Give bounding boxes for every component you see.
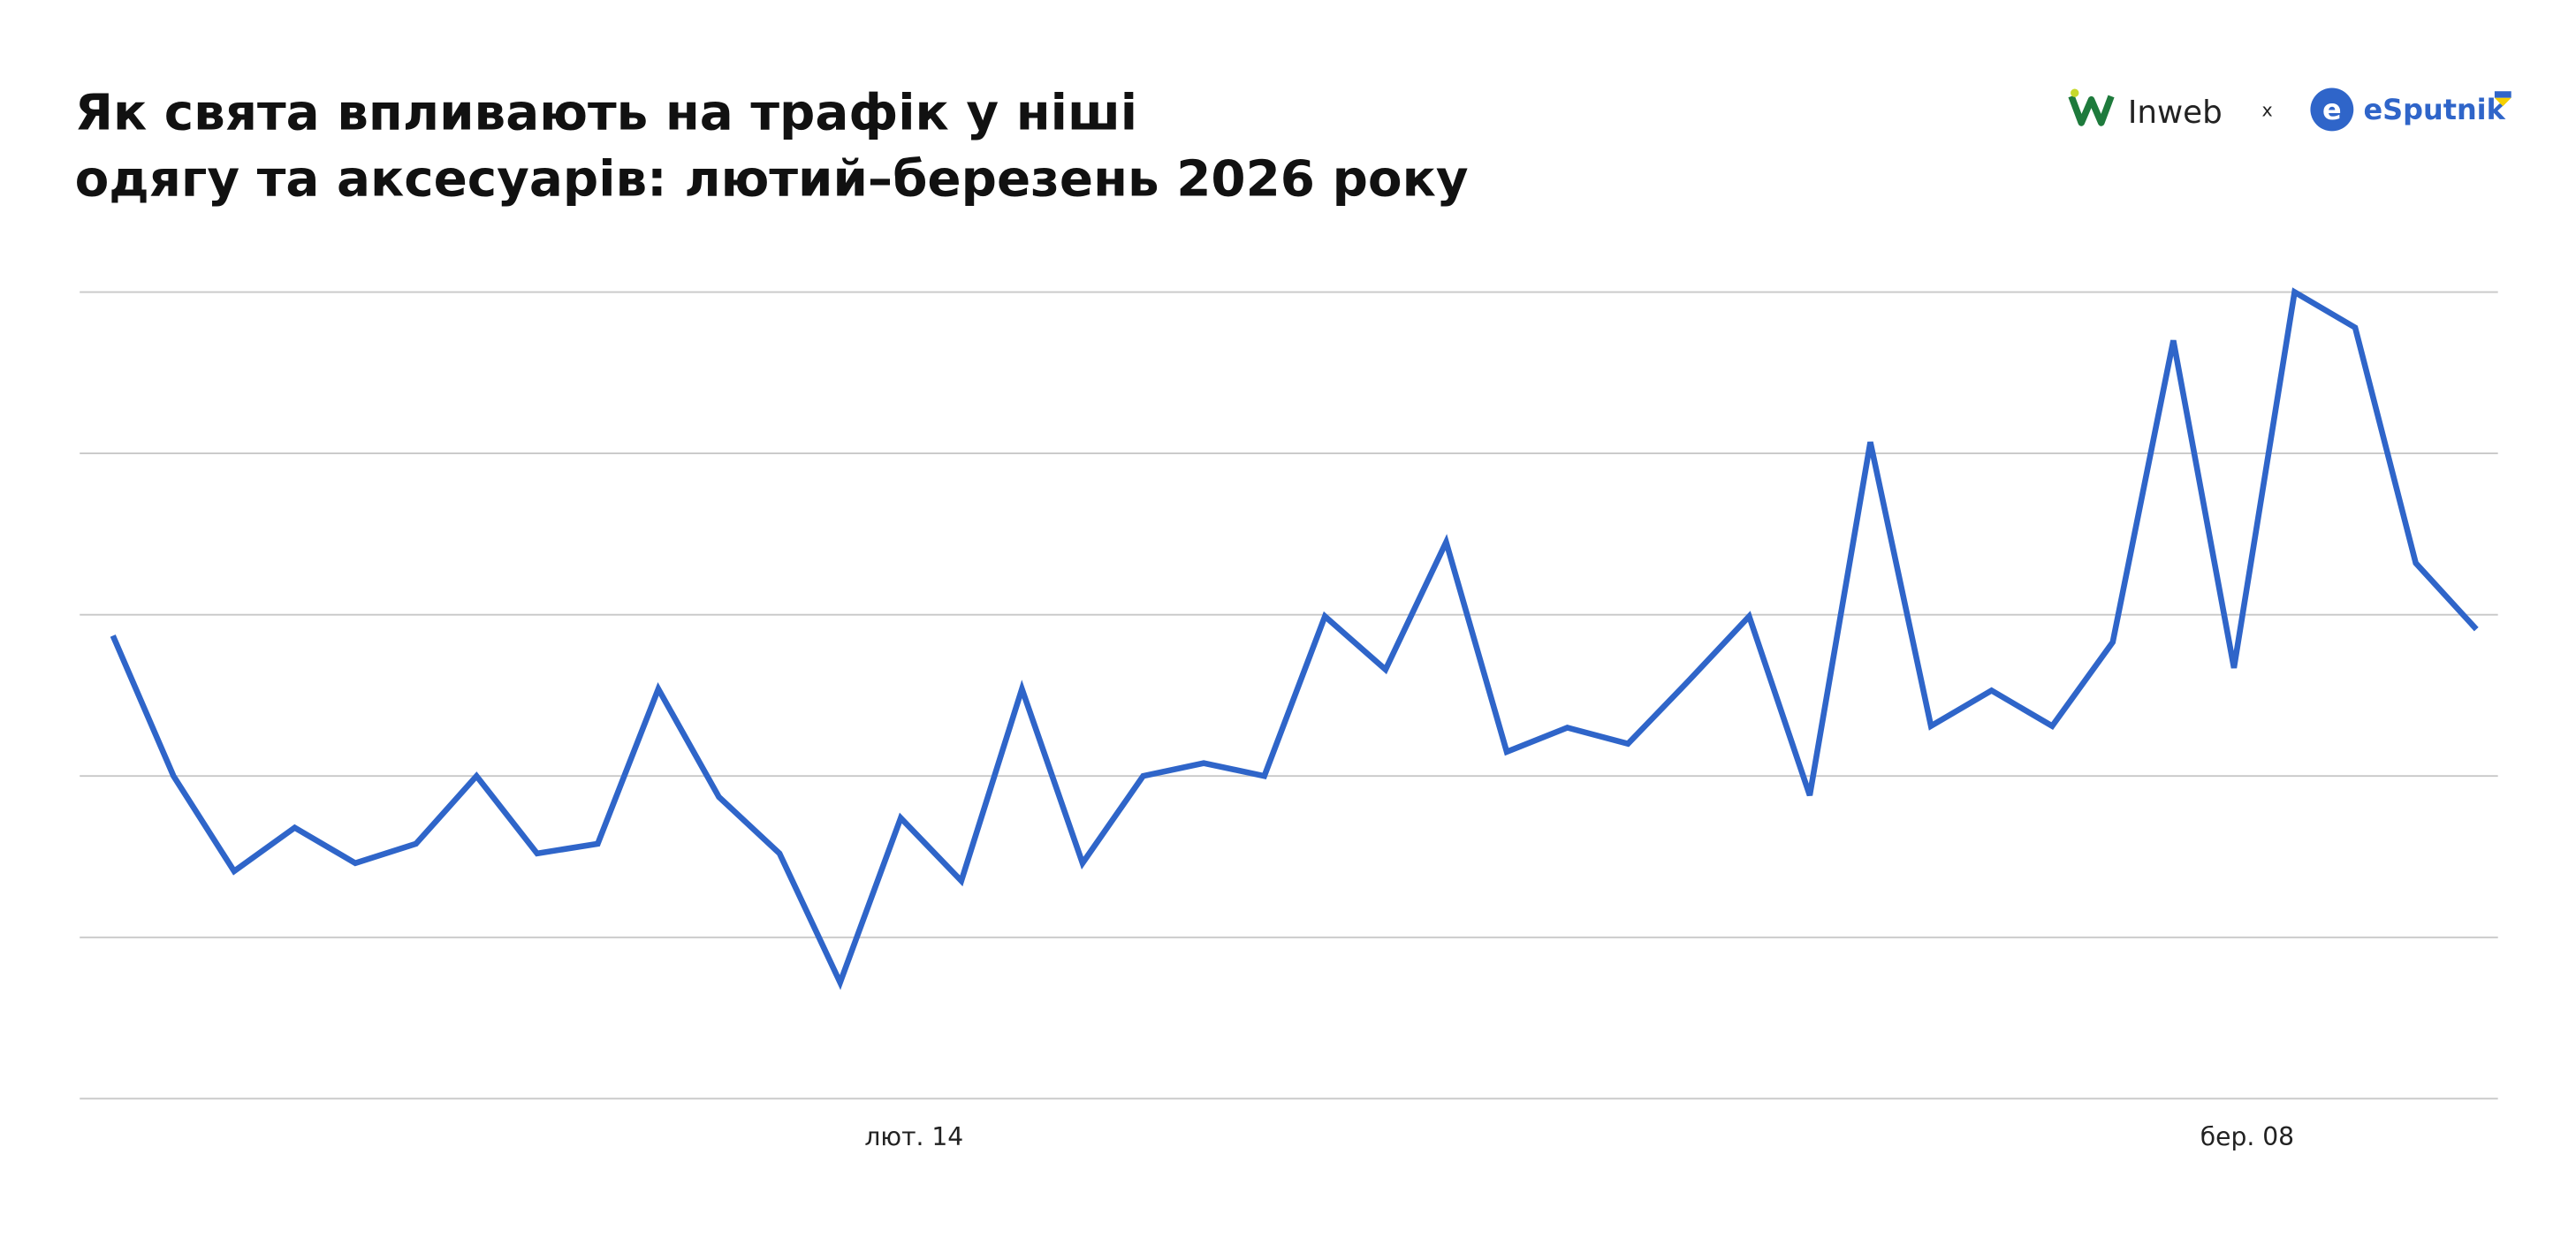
x-tick-label: бер. 08 xyxy=(2200,1122,2294,1151)
logo-esputnik: eSputnik xyxy=(2364,93,2506,126)
logo-inweb: Inweb xyxy=(2128,95,2223,131)
logo-circle xyxy=(2310,87,2354,132)
x-tick-label: лют. 14 xyxy=(864,1122,963,1151)
chart-title: Як свята впливають на трафік у ніші одягу… xyxy=(75,84,1469,208)
data-line xyxy=(110,287,2479,991)
flag-top xyxy=(2494,91,2511,98)
logo-e: e xyxy=(2322,93,2342,126)
logo-separator: x xyxy=(2261,99,2272,120)
flag-bottom xyxy=(2494,97,2511,107)
logo-dot xyxy=(2071,88,2079,97)
logos: Inweb x e eSputnik xyxy=(2068,87,2511,132)
logo-mark xyxy=(2068,95,2115,126)
